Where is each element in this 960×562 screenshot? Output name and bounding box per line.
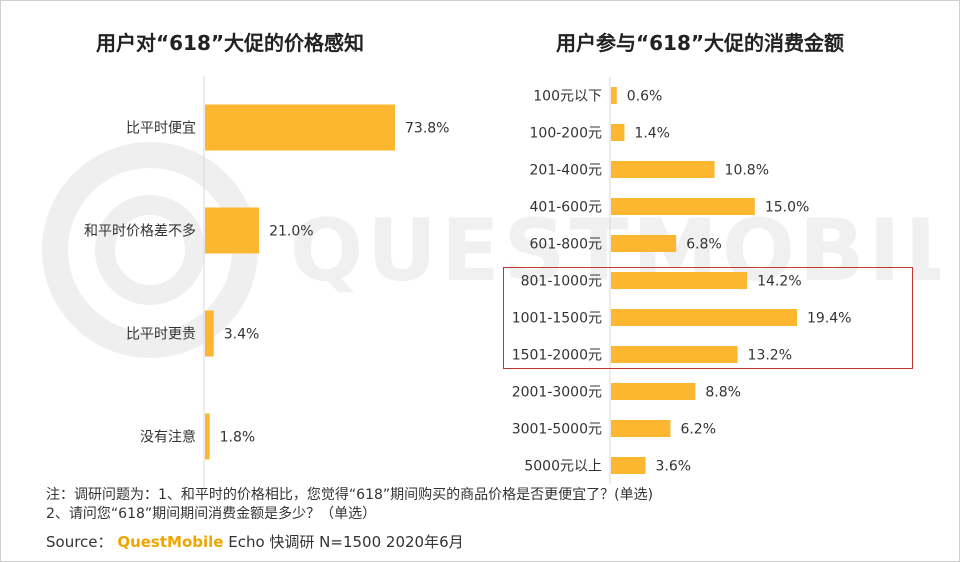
source-prefix: Source： <box>46 533 113 551</box>
source-brand: QuestMobile <box>117 533 224 551</box>
note-line-2: 2、请问您“618”期间期间消费金额是多少？（单选） <box>46 506 377 522</box>
left-chart-bar <box>205 207 260 254</box>
left-chart-title: 用户对“618”大促的价格感知 <box>95 31 365 55</box>
left-chart-category-label: 比平时便宜 <box>126 121 196 137</box>
left-chart-value-label: 21.0% <box>269 224 313 240</box>
left-chart-category-label: 和平时价格差不多 <box>84 223 196 240</box>
left-bar-chart: 比平时便宜 73.8% 和平时价格差不多 21.0% 比平时更贵 3.4% 没有注意 1.8% <box>84 76 449 488</box>
left-chart-bar <box>205 413 210 460</box>
left-chart-bar <box>205 104 395 151</box>
left-chart-value-label: 1.8% <box>220 430 256 446</box>
source-line: Source： QuestMobile Echo 快调研 N=1500 2020… <box>46 532 464 552</box>
right-chart-title: 用户参与“618”大促的消费金额 <box>555 31 845 55</box>
note-line-1: 注：调研问题为：1、和平时的价格相比，您觉得“618”期间购买的商品价格是否更便… <box>46 487 654 503</box>
left-chart-bar <box>205 310 214 357</box>
highlight-box <box>503 267 913 369</box>
source-rest: Echo 快调研 N=1500 2020年6月 <box>228 533 464 551</box>
left-chart-value-label: 73.8% <box>405 121 449 137</box>
left-chart-category-label: 没有注意 <box>140 429 196 446</box>
left-chart-category-label: 比平时更贵 <box>126 327 196 343</box>
left-chart-value-label: 3.4% <box>224 327 260 343</box>
